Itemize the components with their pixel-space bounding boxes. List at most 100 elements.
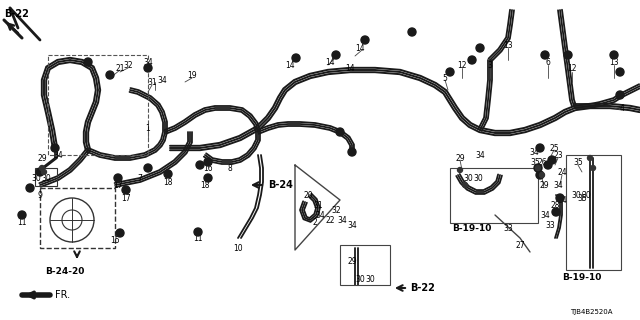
Text: 14: 14	[355, 44, 365, 52]
Text: 34: 34	[540, 211, 550, 220]
Text: 9: 9	[38, 190, 42, 199]
Bar	[35, 168, 57, 186]
Text: 33: 33	[503, 223, 513, 233]
Text: 8: 8	[228, 164, 232, 172]
Circle shape	[194, 228, 202, 236]
Circle shape	[534, 164, 542, 172]
Text: 19: 19	[187, 70, 197, 79]
Text: 14: 14	[345, 63, 355, 73]
Text: 34: 34	[557, 196, 567, 204]
Circle shape	[204, 158, 212, 166]
Circle shape	[446, 68, 454, 76]
Circle shape	[591, 165, 595, 171]
Text: 34: 34	[53, 150, 63, 159]
Text: 31: 31	[313, 201, 323, 210]
Circle shape	[610, 51, 618, 59]
Text: 30: 30	[31, 173, 41, 182]
Text: 35: 35	[577, 194, 587, 203]
Circle shape	[544, 161, 552, 169]
Text: 25: 25	[549, 143, 559, 153]
Circle shape	[40, 165, 45, 171]
Circle shape	[463, 182, 467, 188]
Circle shape	[164, 170, 172, 178]
Text: 17: 17	[121, 194, 131, 203]
Bar	[48, 55, 148, 155]
Text: 34: 34	[347, 220, 357, 229]
Text: B-22: B-22	[4, 9, 29, 19]
Text: 18: 18	[200, 180, 210, 189]
Text: 6: 6	[545, 58, 550, 67]
Circle shape	[204, 174, 212, 182]
Circle shape	[616, 68, 624, 76]
Text: B-22: B-22	[410, 283, 435, 293]
Circle shape	[42, 170, 47, 174]
Text: 29: 29	[37, 154, 47, 163]
Circle shape	[144, 164, 152, 172]
Text: 20: 20	[303, 190, 313, 199]
Text: 32: 32	[331, 205, 341, 214]
Text: 11: 11	[193, 234, 203, 243]
Text: 34: 34	[475, 150, 485, 159]
Circle shape	[292, 54, 300, 62]
Circle shape	[458, 167, 463, 172]
Text: 35: 35	[573, 157, 583, 166]
Text: 29: 29	[347, 258, 357, 267]
Circle shape	[51, 144, 59, 152]
Circle shape	[84, 58, 92, 66]
Text: B-19-10: B-19-10	[452, 223, 492, 233]
Text: 4: 4	[620, 103, 625, 113]
Bar	[566, 155, 621, 270]
Text: 13: 13	[503, 41, 513, 50]
Text: 26: 26	[537, 157, 547, 166]
Text: 5: 5	[443, 74, 447, 83]
Circle shape	[564, 51, 572, 59]
Bar	[40, 188, 115, 248]
Circle shape	[548, 156, 556, 164]
Circle shape	[541, 51, 549, 59]
Text: 21: 21	[115, 63, 125, 73]
Text: 34: 34	[143, 58, 153, 67]
Circle shape	[476, 44, 484, 52]
Circle shape	[408, 28, 416, 36]
Text: 34: 34	[315, 211, 325, 220]
Text: TJB4B2520A: TJB4B2520A	[570, 309, 612, 315]
Circle shape	[540, 172, 545, 178]
Text: B-24: B-24	[268, 180, 293, 190]
Circle shape	[26, 184, 34, 192]
Text: 30: 30	[41, 173, 51, 182]
Text: 15: 15	[110, 236, 120, 244]
Circle shape	[348, 148, 356, 156]
Text: 12: 12	[567, 63, 577, 73]
Text: 10: 10	[233, 244, 243, 252]
Text: 35: 35	[530, 157, 540, 166]
Text: 16: 16	[203, 164, 213, 172]
Circle shape	[556, 194, 564, 202]
Text: 29: 29	[539, 180, 549, 189]
Text: 34: 34	[529, 148, 539, 156]
Text: 17: 17	[113, 180, 123, 189]
Text: 30: 30	[473, 173, 483, 182]
Text: 22: 22	[325, 215, 335, 225]
Circle shape	[18, 211, 26, 219]
Circle shape	[616, 91, 624, 99]
Bar	[340, 245, 390, 285]
Text: 34: 34	[337, 215, 347, 225]
Text: 30: 30	[355, 276, 365, 284]
Circle shape	[588, 156, 593, 161]
Circle shape	[144, 64, 152, 72]
Text: B-24-20: B-24-20	[45, 268, 84, 276]
Circle shape	[536, 165, 541, 171]
Text: 18: 18	[163, 178, 173, 187]
Circle shape	[196, 161, 204, 169]
Text: 33: 33	[545, 220, 555, 229]
Text: 30: 30	[463, 173, 473, 182]
Text: 11: 11	[17, 218, 27, 227]
Text: 29: 29	[455, 154, 465, 163]
Text: 34: 34	[157, 76, 167, 84]
Circle shape	[114, 174, 122, 182]
Text: 30: 30	[581, 190, 591, 199]
Text: 28: 28	[550, 201, 560, 210]
Text: FR.: FR.	[55, 290, 70, 300]
Text: 13: 13	[609, 58, 619, 67]
Text: B-19-10: B-19-10	[562, 274, 602, 283]
